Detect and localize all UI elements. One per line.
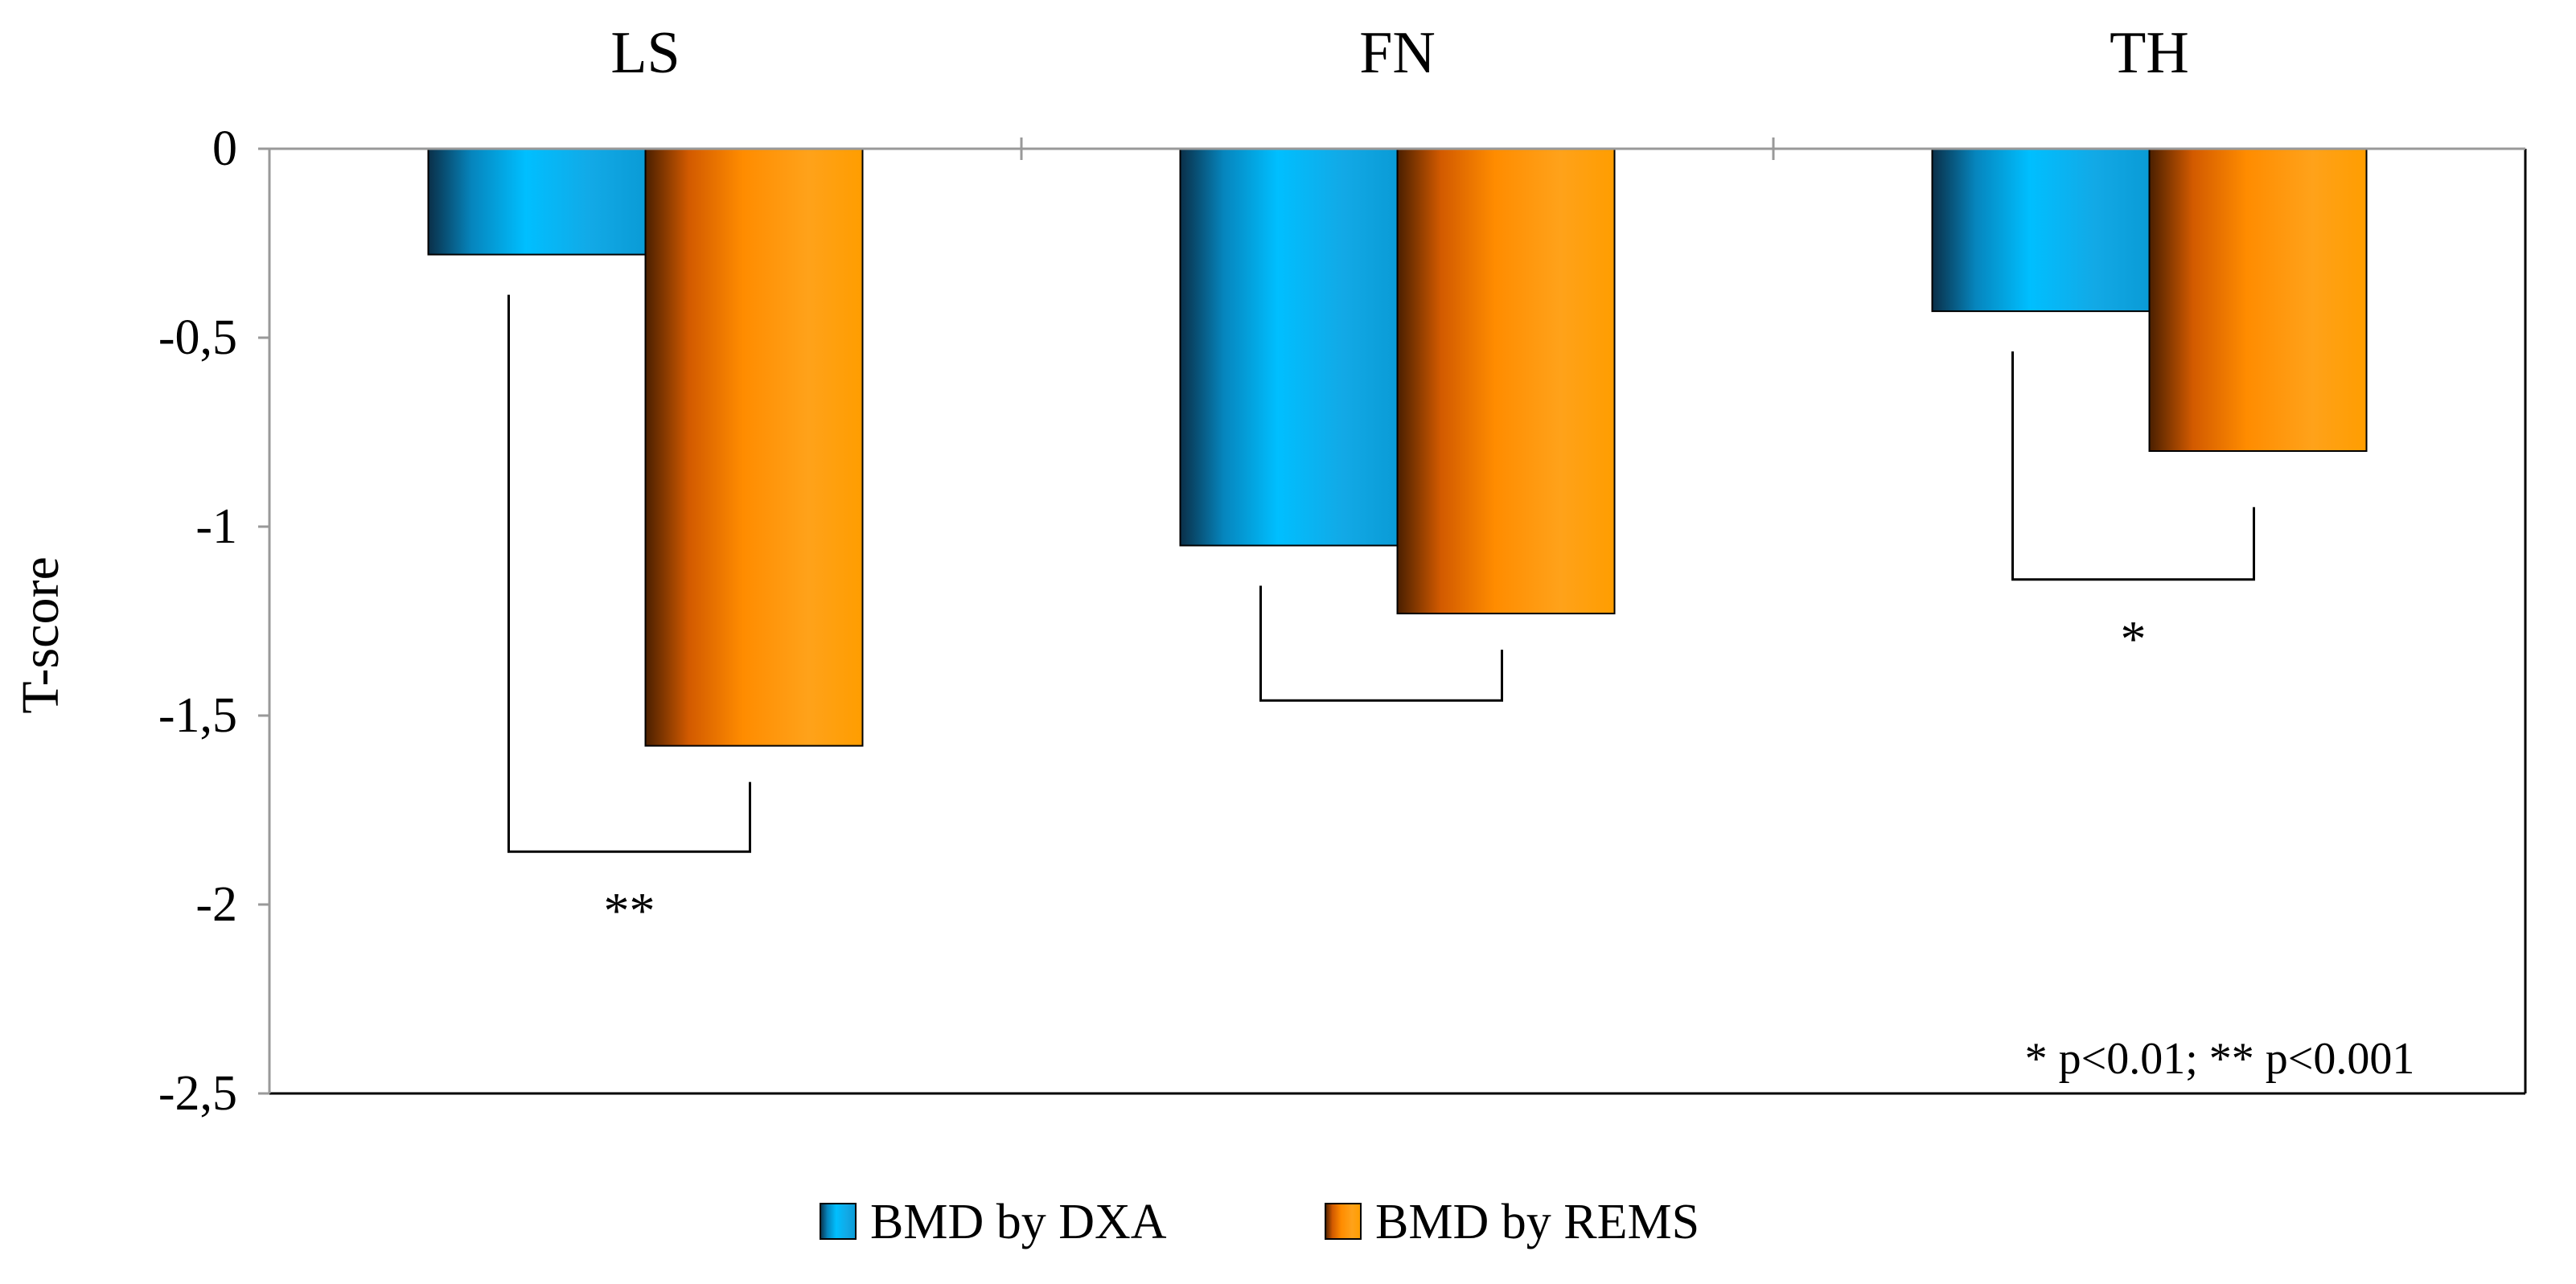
y-tick-label: -2 <box>195 877 237 932</box>
bar-th-dxa <box>1931 148 2151 313</box>
bar-fn-rems <box>1396 148 1616 615</box>
significance-marker-ls: ** <box>604 882 655 939</box>
bar-ls-dxa <box>427 148 647 256</box>
category-label-fn: FN <box>1359 20 1436 86</box>
y-tick-label: -0,5 <box>158 310 237 365</box>
legend-swatch-dxa <box>820 1203 857 1240</box>
legend-label-dxa: BMD by DXA <box>870 1195 1167 1249</box>
legend: BMD by DXA BMD by REMS <box>820 1195 1699 1249</box>
y-axis-ticks: 0 -0,5 -1 -1,5 -2 -2,5 <box>158 121 269 1121</box>
bars <box>427 148 2368 747</box>
y-tick-label: -1 <box>195 499 237 554</box>
y-tick-label: 0 <box>212 121 237 176</box>
significance-annotation: * p<0.01; ** p<0.001 <box>2025 1034 2415 1084</box>
x-axis-ticks <box>1020 137 1775 160</box>
significance-bracket-th <box>2011 351 2255 581</box>
category-label-th: TH <box>2110 20 2189 86</box>
y-tick-label: -1,5 <box>158 688 237 743</box>
significance-marker-th: * <box>2121 610 2147 667</box>
y-tick-label: -2,5 <box>158 1066 237 1121</box>
legend-swatch-rems <box>1325 1203 1362 1240</box>
bar-fn-dxa <box>1179 148 1399 547</box>
significance-brackets: *** <box>507 294 2255 939</box>
significance-bracket-ls <box>507 294 751 853</box>
bar-ls-rems <box>644 148 864 747</box>
category-label-ls: LS <box>610 20 680 86</box>
bar-th-rems <box>2148 148 2368 452</box>
significance-bracket-fn <box>1259 585 1503 702</box>
x-axis-labels: LS FN TH <box>610 20 2189 86</box>
legend-label-rems: BMD by REMS <box>1375 1195 1699 1249</box>
y-axis-title: T-score <box>11 556 70 714</box>
